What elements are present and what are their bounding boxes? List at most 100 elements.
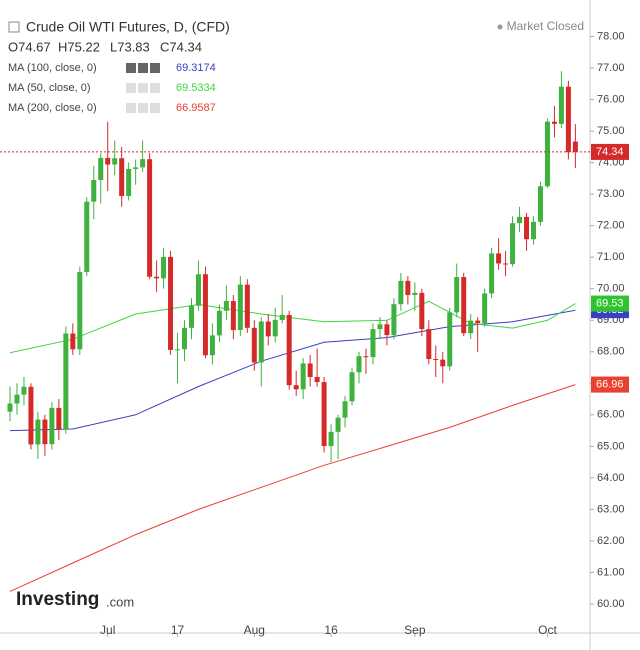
market-status: Market Closed	[507, 19, 584, 33]
x-tick-label: Oct	[538, 623, 557, 637]
moving-average-line	[9, 300, 576, 354]
collapse-icon[interactable]	[8, 21, 20, 33]
y-tick-label: 60.00	[597, 598, 625, 610]
ma-legend-icon	[138, 83, 148, 93]
ma-legend-icon	[150, 63, 160, 73]
candle-body	[7, 403, 13, 412]
candle-body	[524, 216, 530, 240]
candle-body	[119, 158, 125, 197]
x-tick-label: 16	[324, 623, 338, 637]
ohlc-low: L73.83	[110, 39, 150, 54]
candle-body	[335, 417, 341, 432]
moving-average-line	[9, 384, 576, 592]
ma-legend-icon	[126, 103, 136, 113]
y-tick-label: 73.00	[597, 188, 625, 200]
y-tick-label: 66.00	[597, 409, 625, 421]
chart-title: Crude Oil WTI Futures, D, (CFD)	[26, 19, 230, 35]
candle-body	[565, 86, 571, 153]
logo-suffix: .com	[106, 594, 134, 609]
x-tick-label: 17	[171, 623, 185, 637]
candle-body	[419, 292, 425, 330]
candle-body	[475, 320, 481, 324]
y-tick-label: 70.00	[597, 283, 625, 295]
ma-legend-icon	[126, 63, 136, 73]
x-tick-label: Sep	[404, 623, 426, 637]
candle-body	[140, 159, 146, 168]
candle-body	[440, 359, 446, 367]
ma-legend-icon	[150, 103, 160, 113]
candle-body	[321, 382, 327, 447]
candle-body	[244, 284, 250, 328]
candle-body	[188, 305, 194, 328]
y-tick-label: 78.00	[597, 30, 625, 42]
candle-body	[482, 293, 488, 324]
candle-body	[168, 256, 174, 350]
candle-body	[182, 327, 187, 350]
candle-body	[209, 335, 215, 356]
candle-body	[91, 179, 97, 202]
ohlc-close: C74.34	[160, 39, 202, 54]
y-tick-label: 68.00	[597, 346, 625, 358]
price-badge-label: 74.34	[596, 146, 624, 158]
candle-body	[510, 223, 516, 265]
y-tick-label: 77.00	[597, 62, 625, 74]
candle-body	[251, 327, 257, 363]
candle-body	[77, 272, 83, 350]
candle-body	[133, 167, 139, 169]
candle-body	[370, 329, 376, 358]
price-badge	[591, 295, 629, 312]
logo: Investing	[16, 589, 99, 610]
candle-body	[398, 280, 404, 305]
candle-body	[328, 431, 334, 447]
candle-body	[237, 284, 243, 331]
candle-body	[105, 157, 111, 165]
price-badge	[591, 376, 629, 393]
candle-body	[537, 186, 543, 222]
candle-body	[461, 277, 467, 334]
ma-legend-icon	[138, 103, 148, 113]
candle-body	[468, 320, 474, 334]
candle-body	[551, 121, 557, 124]
ma-legend-name: MA (200, close, 0)	[8, 102, 97, 114]
candle-body	[391, 304, 397, 336]
candle-body	[112, 158, 118, 165]
candle-body	[426, 329, 432, 360]
candle-body	[154, 276, 160, 279]
y-tick-label: 62.00	[597, 535, 625, 547]
y-tick-label: 63.00	[597, 503, 625, 515]
candle-body	[175, 349, 181, 351]
candle-body	[147, 159, 153, 277]
candle-body	[279, 314, 285, 320]
candle-body	[412, 292, 418, 296]
ohlc-high: H75.22	[58, 39, 100, 54]
candle-body	[195, 274, 201, 306]
candle-body	[503, 263, 509, 265]
candle-body	[202, 274, 208, 356]
ma-legend-icon	[126, 83, 136, 93]
candle-body	[258, 321, 264, 363]
candle-body	[405, 280, 411, 296]
candle-body	[496, 253, 502, 264]
ma-legend-icon	[138, 63, 148, 73]
candle-body	[517, 216, 523, 224]
y-tick-label: 72.00	[597, 220, 625, 232]
candle-body	[454, 277, 460, 313]
ma-legend-value: 69.5334	[176, 82, 216, 94]
candle-body	[300, 363, 306, 390]
candle-body	[489, 253, 495, 294]
candle-body	[21, 386, 27, 395]
y-tick-label: 61.00	[597, 566, 625, 578]
price-badge	[591, 143, 629, 160]
candle-body	[363, 356, 369, 358]
y-tick-label: 71.00	[597, 251, 625, 263]
candle-body	[558, 86, 564, 124]
candle-body	[42, 419, 48, 445]
candle-body	[286, 314, 292, 386]
y-tick-label: 65.00	[597, 440, 625, 452]
candle-body	[433, 359, 439, 361]
candle-body	[384, 324, 390, 336]
ma-legend-name: MA (100, close, 0)	[8, 62, 97, 74]
y-tick-label: 76.00	[597, 93, 625, 105]
